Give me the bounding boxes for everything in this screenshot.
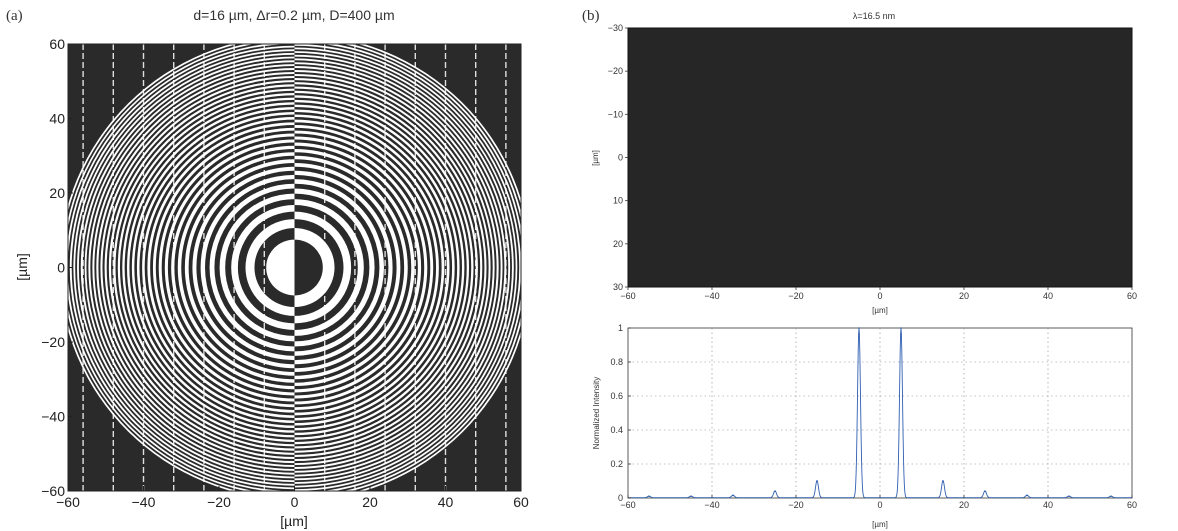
y-tick-label: 20	[49, 185, 65, 201]
intensity-profile-grid	[628, 328, 1132, 498]
y-tick-label: 0	[57, 260, 65, 276]
intensity-peak	[732, 494, 734, 497]
x-tick-label: 0	[877, 500, 882, 510]
panel-b-top-x-label: [µm]	[872, 306, 888, 315]
intensity-peak	[774, 490, 776, 493]
x-tick-label: −20	[788, 500, 803, 510]
panel-b-top-x-ticks: −60 −40 −20 0 20 40 60	[620, 287, 1137, 301]
y-tick-label: −20	[608, 66, 623, 76]
x-tick-label: 40	[438, 494, 454, 510]
y-tick-label: −30	[608, 23, 623, 33]
x-tick-label: 20	[362, 494, 378, 510]
y-tick-label: 40	[49, 111, 65, 127]
zone-plate-pattern	[68, 44, 521, 491]
y-tick-label: −40	[41, 409, 65, 425]
x-tick-label: −20	[788, 291, 803, 301]
panel-a: (a) d=16 µm, Δr=0.2 µm, D=400 µm −60 −40−…	[6, 7, 529, 529]
y-tick-label: 0	[618, 153, 623, 163]
zone-ring	[266, 239, 295, 296]
x-tick-label: −40	[704, 291, 719, 301]
y-tick-label: 10	[613, 196, 623, 206]
y-tick-label: 30	[613, 282, 623, 292]
intensity-peak	[1026, 494, 1028, 497]
panel-b-bottom-x-ticks: −60 −40 −20 0 20 40 60	[620, 495, 1137, 510]
panel-b-title: λ=16.5 nm	[853, 11, 895, 21]
y-tick-label: 20	[613, 239, 623, 249]
x-tick-label: 0	[291, 494, 299, 510]
x-tick-label: −40	[704, 500, 719, 510]
x-tick-label: 60	[1127, 291, 1137, 301]
panel-a-letter: (a)	[6, 8, 23, 24]
x-tick-label: −40	[132, 494, 156, 510]
x-tick-label: 20	[959, 291, 969, 301]
intensity-peak	[1068, 495, 1070, 498]
y-tick-label: −60	[41, 483, 65, 499]
x-tick-label: −60	[56, 494, 80, 510]
y-tick-label: −10	[608, 109, 623, 119]
panel-a-x-ticks: −60 −40 −20 0 20 40 60	[56, 486, 529, 510]
y-tick-label: 60	[49, 36, 65, 52]
panel-b-bottom-y-ticks: 0 0.2 0.4 0.6 0.8 1	[610, 323, 631, 503]
intensity-peak	[816, 480, 818, 482]
intensity-peak	[900, 327, 902, 329]
panel-b-letter: (b)	[582, 8, 600, 24]
x-tick-label: −20	[207, 494, 231, 510]
intensity-peak	[648, 495, 650, 498]
intensity-field-image	[627, 27, 1133, 288]
x-tick-label: 60	[513, 494, 529, 510]
y-tick-label: 0.2	[610, 459, 623, 469]
zone-ring	[294, 239, 323, 296]
y-tick-label: −20	[41, 334, 65, 350]
x-tick-label: 40	[1043, 291, 1053, 301]
x-tick-label: −60	[620, 291, 635, 301]
y-tick-label: 0.4	[610, 425, 623, 435]
panel-b-bottom-y-label: Normalized Intensity	[592, 377, 601, 449]
intensity-peaks	[648, 327, 1112, 498]
zone-plate-half-left	[68, 44, 295, 491]
panel-b-top-y-ticks: −30 −20 −10 0 10 20 30	[608, 23, 628, 292]
x-tick-label: 40	[1043, 500, 1053, 510]
y-tick-label: 0.8	[610, 357, 623, 367]
zone-plate-half-right	[294, 44, 521, 491]
intensity-peak	[942, 480, 944, 482]
panel-b: (b) λ=16.5 nm −60 −40 −20 0 20 40 60 −30 −20 −10…	[582, 8, 1137, 529]
panel-b-top-y-label: [µm]	[591, 150, 600, 166]
x-tick-label: 0	[877, 291, 882, 301]
intensity-peak	[984, 490, 986, 493]
panel-b-bottom-x-label: [µm]	[872, 520, 888, 529]
panel-a-title: d=16 µm, Δr=0.2 µm, D=400 µm	[193, 7, 394, 23]
intensity-peak	[858, 327, 860, 329]
intensity-peak	[690, 495, 692, 498]
x-tick-label: 60	[1127, 500, 1137, 510]
panel-a-y-label: [µm]	[14, 253, 30, 281]
intensity-peak	[1110, 495, 1112, 498]
panel-a-x-label: [µm]	[280, 513, 308, 529]
x-tick-label: −60	[620, 500, 635, 510]
panel-a-y-ticks: −60 −40 −20 0 20 40 60	[41, 36, 73, 499]
y-tick-label: 0	[618, 493, 623, 503]
y-tick-label: 1	[618, 323, 623, 333]
y-tick-label: 0.6	[610, 391, 623, 401]
x-tick-label: 20	[959, 500, 969, 510]
